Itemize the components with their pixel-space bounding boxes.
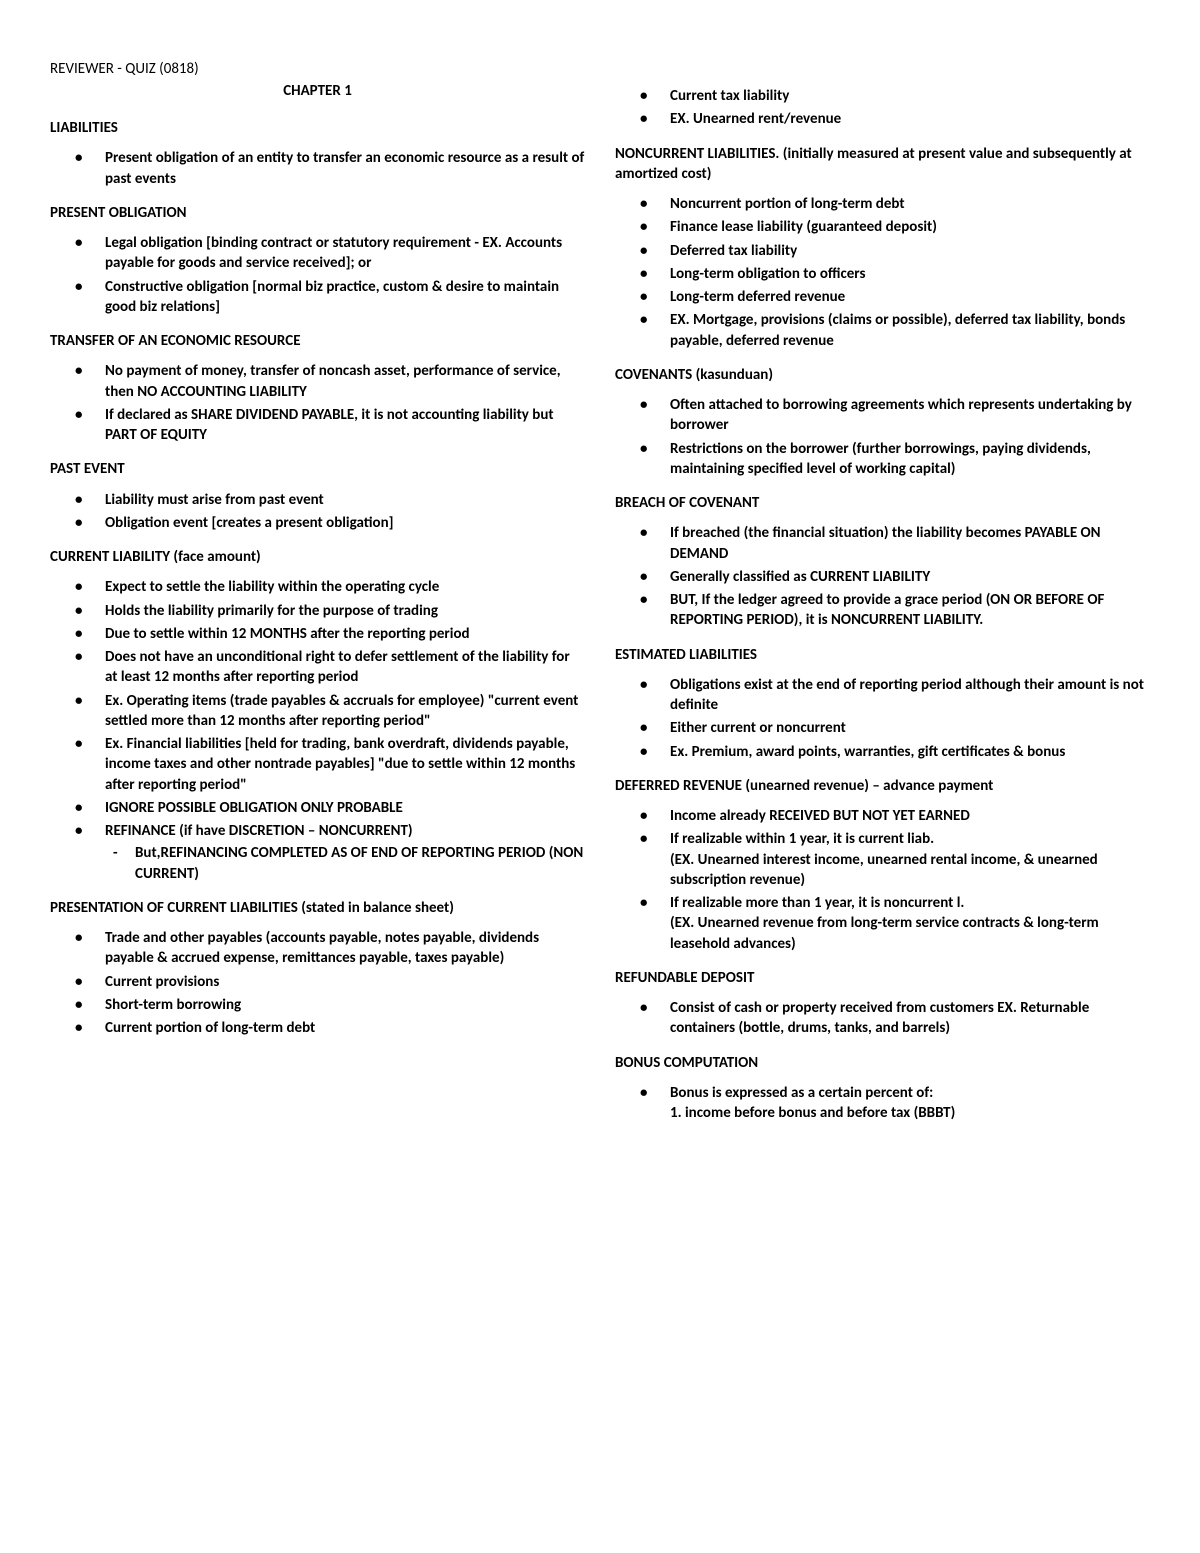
- bullet-item: Long-term obligation to officers: [670, 264, 1150, 284]
- bullet-item: Holds the liability primarily for the pu…: [105, 601, 585, 621]
- section-title: DEFERRED REVENUE (unearned revenue) – ad…: [615, 776, 1150, 796]
- bullet-item: Present obligation of an entity to trans…: [105, 148, 585, 189]
- bullet-item: Noncurrent portion of long-term debt: [670, 194, 1150, 214]
- bullet-item: Obligation event [creates a present obli…: [105, 513, 585, 533]
- bullet-item: Current portion of long-term debt: [105, 1018, 585, 1038]
- bullet-item: Due to settle within 12 MONTHS after the…: [105, 624, 585, 644]
- section-title: LIABILITIES: [50, 118, 585, 138]
- bullet-item: Generally classified as CURRENT LIABILIT…: [670, 567, 1150, 587]
- bullet-list: Present obligation of an entity to trans…: [50, 148, 585, 189]
- left-column: CHAPTER 1 LIABILITIES Present obligation …: [50, 82, 585, 1133]
- bullet-item: If realizable more than 1 year, it is no…: [670, 893, 1150, 954]
- bullet-list: Expect to settle the liability within th…: [50, 577, 585, 884]
- bullet-item: Legal obligation [binding contract or st…: [105, 233, 585, 274]
- bullet-item: BUT, If the ledger agreed to provide a g…: [670, 590, 1150, 631]
- section-title: PAST EVENT: [50, 459, 585, 479]
- bullet-item: EX. Mortgage, provisions (claims or poss…: [670, 310, 1150, 351]
- bullet-item: Often attached to borrowing agreements w…: [670, 395, 1150, 436]
- bullet-list: Bonus is expressed as a certain percent …: [615, 1083, 1150, 1124]
- bullet-item: Expect to settle the liability within th…: [105, 577, 585, 597]
- sub-list: But,REFINANCING COMPLETED AS OF END OF R…: [105, 843, 585, 884]
- bullet-list: Legal obligation [binding contract or st…: [50, 233, 585, 317]
- section-title: ESTIMATED LIABILITIES: [615, 645, 1150, 665]
- bullet-item: No payment of money, transfer of noncash…: [105, 361, 585, 402]
- bullet-item: Ex. Financial liabilities [held for trad…: [105, 734, 585, 795]
- bullet-item: Current provisions: [105, 972, 585, 992]
- bullet-item: If declared as SHARE DIVIDEND PAYABLE, i…: [105, 405, 585, 446]
- bullet-item: Trade and other payables (accounts payab…: [105, 928, 585, 969]
- section-title: COVENANTS (kasunduan): [615, 365, 1150, 385]
- bullet-item: Does not have an unconditional right to …: [105, 647, 585, 688]
- bullet-item: Deferred tax liability: [670, 241, 1150, 261]
- bullet-item: Restrictions on the borrower (further bo…: [670, 439, 1150, 480]
- doc-header: REVIEWER - QUIZ (0818): [50, 60, 1150, 78]
- chapter-heading: CHAPTER 1: [50, 82, 585, 100]
- bullet-item: Long-term deferred revenue: [670, 287, 1150, 307]
- bullet-list: Noncurrent portion of long-term debt Fina…: [615, 194, 1150, 351]
- bullet-item: Ex. Premium, award points, warranties, g…: [670, 742, 1150, 762]
- section-title: BREACH OF COVENANT: [615, 493, 1150, 513]
- bullet-list: Obligations exist at the end of reportin…: [615, 675, 1150, 762]
- bullet-list: If breached (the financial situation) th…: [615, 523, 1150, 630]
- section-title: PRESENT OBLIGATION: [50, 203, 585, 223]
- bullet-item: Liability must arise from past event: [105, 490, 585, 510]
- section-title: NONCURRENT LIABILITIES. (initially measu…: [615, 144, 1150, 185]
- bullet-item: REFINANCE (if have DISCRETION – NONCURRE…: [105, 821, 585, 884]
- bullet-item: Income already RECEIVED BUT NOT YET EARN…: [670, 806, 1150, 826]
- bullet-item: If realizable within 1 year, it is curre…: [670, 829, 1150, 890]
- bullet-list: Income already RECEIVED BUT NOT YET EARN…: [615, 806, 1150, 954]
- bullet-item: Finance lease liability (guaranteed depo…: [670, 217, 1150, 237]
- section-title: CURRENT LIABILITY (face amount): [50, 547, 585, 567]
- bullet-list: No payment of money, transfer of noncash…: [50, 361, 585, 445]
- bullet-list: Liability must arise from past event Obli…: [50, 490, 585, 534]
- right-column: Current tax liability EX. Unearned rent/r…: [615, 82, 1150, 1133]
- bullet-item: Ex. Operating items (trade payables & ac…: [105, 691, 585, 732]
- bullet-item: IGNORE POSSIBLE OBLIGATION ONLY PROBABLE: [105, 798, 585, 818]
- bullet-item: Bonus is expressed as a certain percent …: [670, 1083, 1150, 1124]
- section-title: BONUS COMPUTATION: [615, 1053, 1150, 1073]
- bullet-list: Consist of cash or property received fro…: [615, 998, 1150, 1039]
- sub-item: But,REFINANCING COMPLETED AS OF END OF R…: [135, 843, 585, 884]
- section-title: REFUNDABLE DEPOSIT: [615, 968, 1150, 988]
- bullet-item: Short-term borrowing: [105, 995, 585, 1015]
- bullet-item: Constructive obligation [normal biz prac…: [105, 277, 585, 318]
- section-title: PRESENTATION OF CURRENT LIABILITIES (sta…: [50, 898, 585, 918]
- bullet-item: EX. Unearned rent/revenue: [670, 109, 1150, 129]
- bullet-item: Consist of cash or property received fro…: [670, 998, 1150, 1039]
- bullet-item: Either current or noncurrent: [670, 718, 1150, 738]
- bullet-list: Often attached to borrowing agreements w…: [615, 395, 1150, 479]
- bullet-list: Current tax liability EX. Unearned rent/r…: [615, 86, 1150, 130]
- bullet-list: Trade and other payables (accounts payab…: [50, 928, 585, 1038]
- two-column-layout: CHAPTER 1 LIABILITIES Present obligation …: [50, 82, 1150, 1133]
- bullet-item: If breached (the financial situation) th…: [670, 523, 1150, 564]
- bullet-item: Obligations exist at the end of reportin…: [670, 675, 1150, 716]
- bullet-item: Current tax liability: [670, 86, 1150, 106]
- section-title: TRANSFER OF AN ECONOMIC RESOURCE: [50, 331, 585, 351]
